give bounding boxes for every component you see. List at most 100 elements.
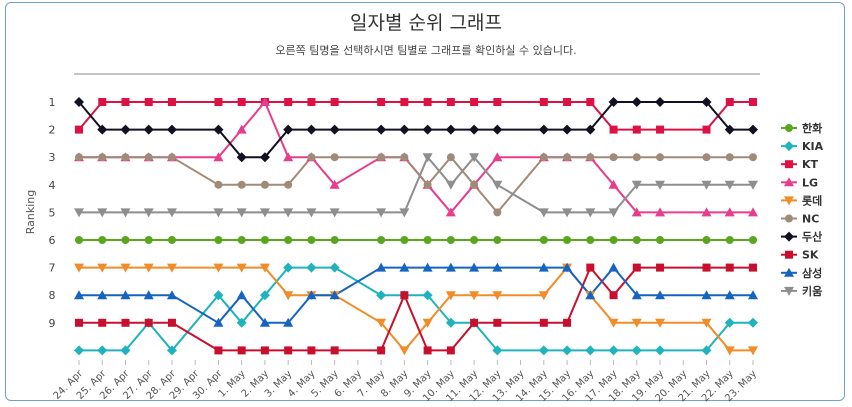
data-point: [75, 236, 83, 244]
legend-item[interactable]: KIA: [781, 140, 824, 153]
data-point: [724, 290, 735, 300]
y-tick-label: 6: [49, 234, 56, 247]
legend-marker: [784, 231, 794, 242]
data-point: [492, 291, 503, 301]
data-point: [167, 153, 176, 162]
data-point: [724, 207, 735, 217]
y-tick-label: 3: [49, 151, 56, 164]
data-point: [701, 97, 712, 107]
data-point: [656, 153, 665, 162]
data-point: [377, 236, 386, 244]
data-point: [400, 291, 409, 300]
data-point: [306, 290, 317, 300]
data-point: [121, 153, 130, 162]
data-point: [702, 263, 711, 272]
data-point: [400, 153, 409, 162]
data-point: [259, 290, 270, 301]
data-point: [97, 345, 108, 356]
data-point: [166, 263, 177, 273]
data-point: [121, 236, 130, 244]
data-point: [259, 152, 270, 163]
data-point: [702, 125, 711, 134]
data-point: [120, 290, 131, 300]
data-point: [377, 98, 386, 106]
data-point: [470, 180, 479, 189]
data-point: [213, 290, 224, 301]
legend-item[interactable]: NC: [781, 213, 819, 226]
data-point: [98, 236, 107, 244]
data-point: [724, 317, 735, 328]
data-point: [214, 98, 223, 106]
legend-item[interactable]: 키움: [781, 284, 822, 298]
data-point: [631, 290, 642, 300]
data-point: [632, 153, 641, 162]
y-tick-label: 2: [49, 124, 56, 137]
data-point: [236, 263, 247, 273]
legend-item[interactable]: LG: [781, 176, 818, 189]
data-point: [260, 346, 269, 355]
data-point: [609, 236, 618, 244]
data-point: [236, 208, 247, 218]
legend-label: 롯데: [802, 193, 822, 207]
legend-item[interactable]: KT: [781, 158, 819, 171]
data-point: [376, 290, 387, 301]
data-point: [493, 98, 502, 106]
data-point: [306, 208, 317, 218]
data-point: [166, 208, 177, 218]
data-point: [214, 180, 223, 189]
data-point: [259, 208, 270, 218]
data-point: [702, 236, 711, 244]
data-point: [655, 318, 666, 328]
data-point: [143, 263, 154, 273]
data-point: [445, 317, 456, 328]
legend-marker: [785, 214, 793, 223]
legend-item[interactable]: 두산: [781, 230, 822, 244]
data-point: [725, 263, 734, 272]
data-point: [445, 291, 456, 301]
data-point: [655, 290, 666, 300]
data-point: [259, 317, 270, 327]
data-point: [74, 208, 84, 218]
data-point: [307, 153, 316, 162]
data-point: [329, 208, 340, 218]
data-point: [98, 153, 107, 162]
data-point: [609, 125, 618, 134]
data-point: [585, 290, 596, 300]
legend-marker: [784, 196, 794, 206]
legend-item[interactable]: 삼성: [781, 266, 822, 280]
data-point: [120, 263, 131, 273]
data-point: [748, 290, 758, 300]
chart-subtitle: 오른쪽 팀명을 선택하시면 팀별로 그래프를 확인하실 수 있습니다.: [275, 44, 577, 57]
legend-item[interactable]: SK: [781, 249, 819, 262]
legend-marker: [784, 141, 794, 152]
data-point: [166, 345, 177, 356]
legend-item[interactable]: 롯데: [781, 193, 822, 207]
data-point: [446, 346, 455, 355]
data-point: [306, 262, 317, 273]
data-point: [585, 124, 596, 135]
data-point: [656, 125, 665, 134]
legend-marker: [784, 177, 794, 187]
legend-item[interactable]: 한화: [781, 121, 822, 135]
data-point: [585, 345, 596, 356]
data-point: [97, 208, 108, 218]
data-point: [259, 263, 270, 273]
data-point: [283, 262, 294, 273]
series-line: [79, 266, 753, 352]
data-point: [609, 291, 618, 300]
data-point: [423, 236, 432, 244]
data-point: [167, 318, 176, 327]
data-point: [608, 318, 619, 328]
data-point: [144, 236, 153, 244]
data-point: [586, 98, 595, 106]
data-point: [631, 345, 642, 356]
series-line: [78, 101, 753, 131]
data-point: [376, 208, 387, 218]
data-point: [144, 153, 153, 162]
data-point: [748, 317, 758, 328]
y-tick-label: 9: [49, 317, 56, 330]
y-tick-label: 8: [49, 289, 56, 302]
data-point: [562, 345, 573, 356]
